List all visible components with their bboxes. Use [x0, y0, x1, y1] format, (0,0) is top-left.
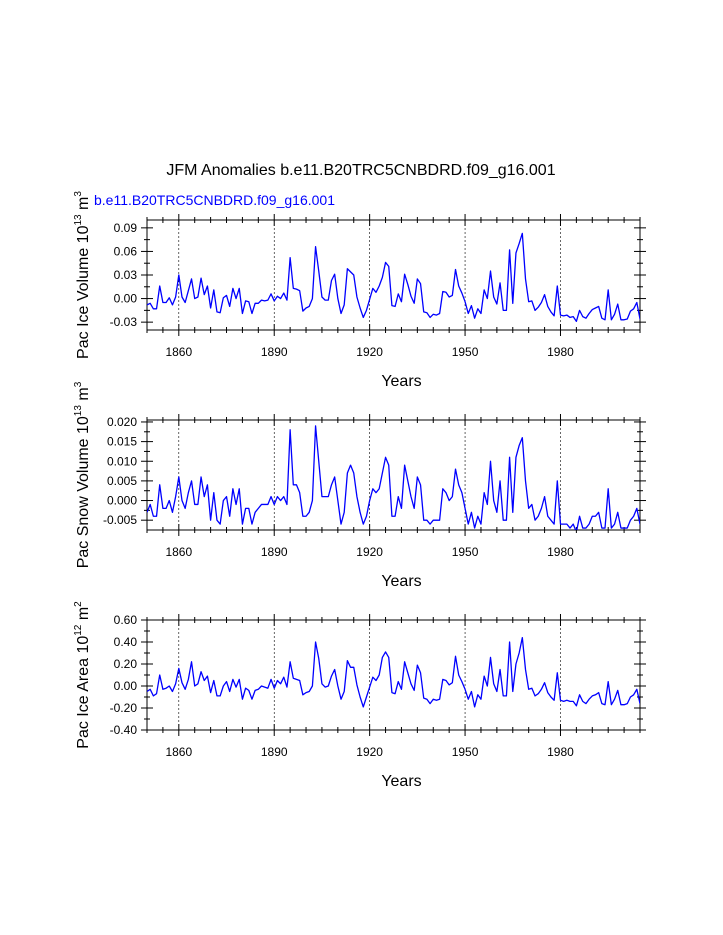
y-axis-title: Pac Ice Area 1012 m2 — [73, 601, 92, 749]
y-tick-label: 0.00 — [114, 292, 138, 306]
y-tick-label: 0.005 — [107, 474, 137, 488]
panels: -0.03 0.00 0.03 0.06 0.09 1860 1890 1920 1950 198… — [73, 191, 646, 790]
chart-title: JFM Anomalies b.e11.B20TRC5CNBDRD.f09_g1… — [166, 162, 555, 179]
series-line — [147, 232, 640, 323]
panel-1: -0.03 0.00 0.03 0.06 0.09 1860 1890 1920 1950 198… — [73, 191, 646, 390]
plot-frame — [146, 419, 641, 531]
panel-2: -0.005 0.000 0.005 0.010 0.015 0.020 1860 1890 1… — [73, 381, 646, 590]
y-axis-title: Pac Ice Volume 1013 m3 — [73, 191, 92, 359]
x-axis-title: Years — [381, 573, 421, 590]
x-tick-label: 1950 — [452, 745, 479, 759]
chart-subtitle: b.e11.B20TRC5CNBDRD.f09_g16.001 — [94, 192, 335, 208]
plot-frame — [146, 219, 641, 331]
y-tick-label: -0.40 — [110, 723, 138, 737]
y-tick-label: 0.20 — [114, 657, 138, 671]
x-tick-label: 1860 — [165, 545, 192, 559]
panel-3: -0.40 -0.20 0.00 0.20 0.40 0.60 1860 1890 1920 19… — [73, 601, 646, 790]
x-tick-label: 1950 — [452, 545, 479, 559]
y-tick-label: 0.03 — [114, 268, 138, 282]
x-tick-label: 1890 — [261, 545, 288, 559]
y-tick-label: 0.06 — [114, 244, 138, 258]
x-tick-label: 1890 — [261, 345, 288, 359]
y-axis-title: Pac Snow Volume 1013 m3 — [73, 381, 92, 568]
y-tick-label: 0.40 — [114, 635, 138, 649]
plot-frame — [146, 619, 641, 731]
x-axis-title: Years — [381, 773, 421, 790]
series-line — [147, 425, 640, 530]
y-tick-label: 0.00 — [114, 679, 138, 693]
x-tick-label: 1860 — [165, 345, 192, 359]
y-tick-label: -0.20 — [110, 701, 138, 715]
y-tick-label: 0.015 — [107, 435, 137, 449]
y-tick-label: -0.03 — [110, 315, 138, 329]
y-tick-label: 0.09 — [114, 221, 138, 235]
x-tick-label: 1980 — [547, 545, 574, 559]
y-tick-label: 0.000 — [107, 494, 137, 508]
x-tick-label: 1920 — [356, 545, 383, 559]
x-tick-label: 1950 — [452, 345, 479, 359]
y-tick-label: 0.020 — [107, 415, 137, 429]
x-tick-label: 1980 — [547, 745, 574, 759]
y-tick-label: -0.005 — [103, 513, 137, 527]
x-tick-label: 1920 — [356, 745, 383, 759]
x-tick-label: 1860 — [165, 745, 192, 759]
y-tick-label: 0.60 — [114, 613, 138, 627]
x-axis-title: Years — [381, 373, 421, 390]
x-tick-label: 1980 — [547, 345, 574, 359]
x-tick-label: 1920 — [356, 345, 383, 359]
y-tick-label: 0.010 — [107, 454, 137, 468]
series-line — [147, 636, 640, 708]
x-tick-label: 1890 — [261, 745, 288, 759]
